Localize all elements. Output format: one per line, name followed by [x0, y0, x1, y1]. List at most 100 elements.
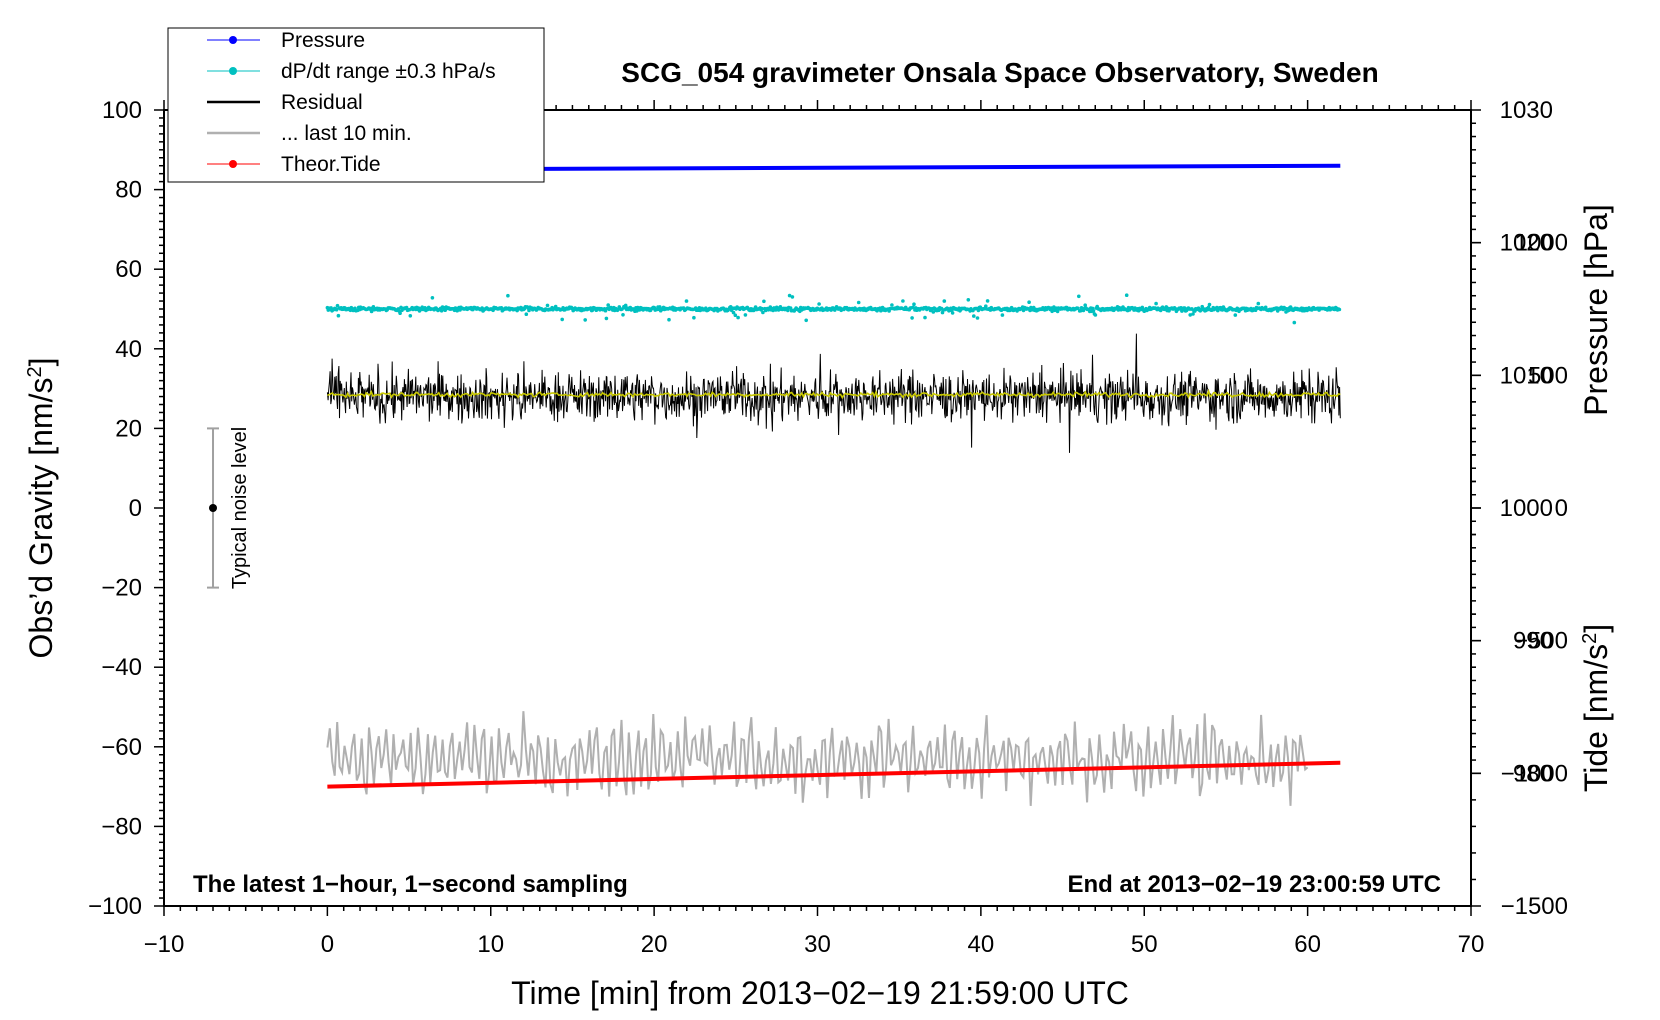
dpdt-point — [975, 316, 980, 320]
dpdt-point — [1292, 320, 1297, 325]
dpdt-point — [1191, 312, 1195, 316]
y-left-tick-label: −40 — [101, 654, 142, 681]
dpdt-point — [336, 313, 341, 318]
dpdt-point — [334, 307, 339, 312]
dpdt-point — [731, 310, 736, 315]
y-pressure-tick-label: 990 — [1513, 628, 1553, 655]
noise-level-bar — [207, 427, 220, 589]
x-tick-label: 40 — [968, 931, 995, 958]
y-axis-title-left-main: Obs’d Gravity [nm/s — [23, 378, 59, 659]
legend-box — [167, 27, 545, 183]
dpdt-point — [817, 302, 821, 306]
y-left-tick-label: 80 — [115, 177, 142, 204]
annotation-sampling: The latest 1−hour, 1−second sampling — [193, 871, 628, 898]
dpdt-point — [760, 306, 764, 311]
series-last-10-min — [326, 711, 1309, 806]
x-tick-label: 70 — [1458, 931, 1485, 958]
dpdt-point — [786, 308, 790, 313]
dpdt-point — [1206, 305, 1211, 310]
x-tick-label: −10 — [144, 931, 185, 958]
series-residual-smoothed — [327, 388, 1341, 400]
dpdt-point — [545, 303, 550, 308]
dpdt-point — [923, 315, 927, 320]
dpdt-point — [408, 314, 413, 318]
dpdt-point — [972, 314, 976, 318]
x-tick-label: 0 — [321, 931, 334, 958]
legend-entries: Pressure dP/dt range ±0.3 hPa/s Residual..… — [207, 29, 496, 176]
y-tide-tick-label: −500 — [1514, 628, 1568, 655]
dpdt-point — [506, 293, 510, 298]
x-tick-label: 60 — [1294, 931, 1321, 958]
dpdt-point — [890, 303, 894, 307]
legend-entry: Pressure — [207, 29, 365, 52]
y-left-tick-label: 0 — [129, 495, 142, 522]
y-left-tick-label: 40 — [115, 336, 142, 363]
dpdt-point — [620, 307, 624, 311]
dpdt-point — [1256, 301, 1261, 306]
y-axis-title-pressure: Pressure [hPa] — [1578, 204, 1614, 416]
x-tick-label: 50 — [1131, 931, 1158, 958]
dpdt-point — [430, 296, 435, 300]
series-dpdt — [325, 293, 1342, 325]
dpdt-point — [1233, 313, 1238, 317]
dpdt-point — [1154, 301, 1158, 306]
dpdt-point — [1083, 303, 1087, 308]
y-tide-tick-label: 500 — [1528, 362, 1568, 389]
legend-marker — [229, 160, 237, 168]
dpdt-point — [733, 313, 738, 318]
legend-label: ... last 10 min. — [281, 122, 412, 145]
legend-entry: ... last 10 min. — [207, 122, 412, 145]
legend: Pressure dP/dt range ±0.3 hPa/s Residual..… — [167, 27, 545, 183]
annotation-end-time: End at 2013−02−19 23:00:59 UTC — [1067, 871, 1441, 898]
y-axis-title-tide: Tide [nm/s2] — [1578, 624, 1614, 792]
noise-bar-center — [209, 504, 218, 512]
dpdt-point — [911, 305, 915, 310]
y-pressure-tick-label: 1000 — [1500, 495, 1553, 522]
y-left-tick-label: 60 — [115, 256, 142, 283]
dpdt-point — [1076, 306, 1080, 311]
series-theoretical-tide — [327, 760, 1341, 789]
dpdt-point — [942, 299, 947, 303]
dpdt-point — [369, 309, 374, 314]
y-pressure-tick-label: 980 — [1513, 760, 1553, 787]
axis-tick-labels: −10 0 10 20 30 40 50 60 70100806040200−20−40−60−… — [88, 97, 1568, 958]
legend-label: dP/dt range ±0.3 hPa/s — [281, 60, 496, 83]
dpdt-point — [692, 315, 696, 320]
x-tick-label: 20 — [641, 931, 668, 958]
plot-content — [207, 163, 1342, 806]
dpdt-point — [879, 308, 883, 313]
dpdt-point — [1021, 308, 1026, 313]
dpdt-point — [1188, 313, 1192, 317]
dpdt-point — [1091, 309, 1096, 313]
legend-entry: Theor.Tide — [207, 153, 381, 176]
y-left-tick-label: 20 — [115, 415, 142, 442]
legend-marker — [229, 36, 237, 44]
dpdt-point — [950, 311, 955, 315]
dpdt-point — [1093, 313, 1098, 317]
dpdt-point — [583, 318, 587, 322]
dpdt-point — [966, 298, 971, 302]
dpdt-point — [912, 302, 916, 307]
dpdt-point — [1055, 309, 1060, 314]
dpdt-point — [1050, 309, 1054, 314]
dpdt-point — [1124, 293, 1129, 298]
y-axis-title-left: Obs’d Gravity [nm/s2] — [23, 358, 59, 659]
y-left-tick-label: −100 — [88, 893, 142, 920]
dpdt-point — [1207, 302, 1212, 307]
dpdt-point — [736, 315, 740, 320]
y-axis-title-left-end: ] — [23, 358, 59, 367]
dpdt-point — [621, 313, 625, 317]
dpdt-point — [604, 316, 609, 321]
legend-entry: Residual — [207, 91, 363, 114]
y-left-tick-label: −60 — [101, 734, 142, 761]
dpdt-point — [1027, 300, 1031, 305]
y-tide-tick-label: −1500 — [1501, 893, 1568, 920]
legend-marker — [229, 67, 237, 75]
dpdt-point — [976, 308, 981, 313]
y-tide-tick-label: 0 — [1555, 495, 1568, 522]
dpdt-point — [761, 310, 765, 315]
y-axis-title-tide-main: Tide [nm/s — [1578, 644, 1614, 792]
legend-entry: dP/dt range ±0.3 hPa/s — [207, 60, 496, 83]
y-tide-tick-label: 1000 — [1515, 230, 1568, 257]
